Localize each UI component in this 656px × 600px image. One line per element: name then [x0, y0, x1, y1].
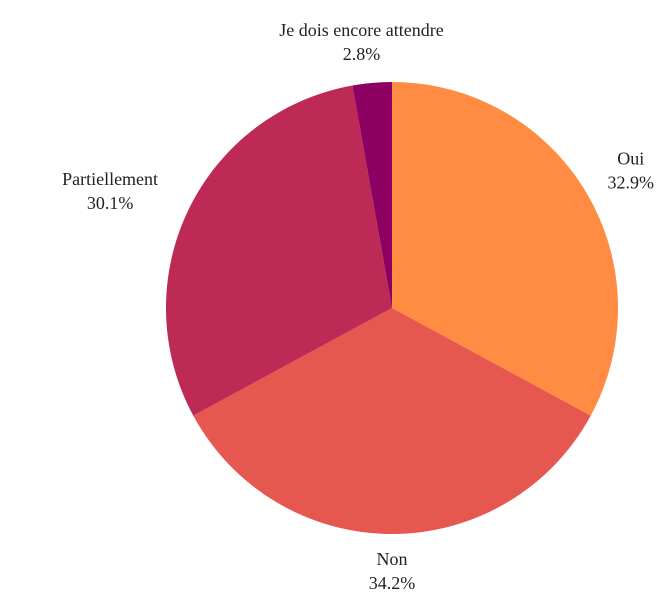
slice-label: Partiellement [62, 169, 158, 189]
slice-value-label: 2.8% [343, 44, 381, 64]
pie-slice [193, 308, 591, 534]
slice-label: Oui [617, 149, 644, 169]
slice-value-label: 30.1% [87, 193, 134, 213]
pie-slice [166, 85, 392, 416]
pie-slice [392, 82, 618, 416]
pie-slice [352, 82, 392, 308]
slice-label: Je dois encore attendre [279, 20, 443, 40]
slice-value-label: 32.9% [608, 173, 655, 193]
slice-label: Non [377, 549, 408, 569]
slice-value-label: 34.2% [369, 573, 416, 593]
